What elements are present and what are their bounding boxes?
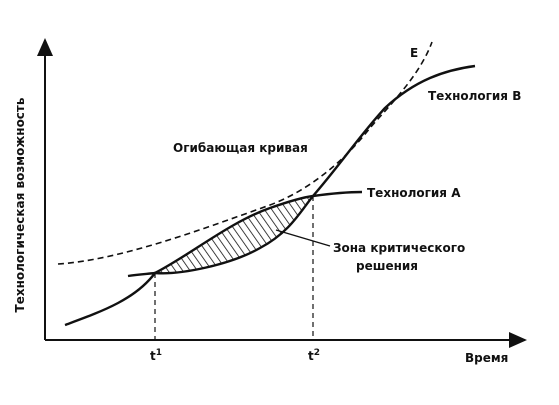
critical-zone — [155, 196, 313, 274]
tech-b-curve — [64, 64, 476, 327]
tech-b-label: Технология В — [428, 89, 521, 103]
tech-a-curve — [127, 190, 363, 278]
zone-label-line1: Зона критического — [333, 241, 465, 255]
moment-label: t2 — [308, 348, 320, 363]
y-axis-label: Технологическая возможность — [13, 97, 27, 312]
x-axis-label: Время — [465, 351, 508, 365]
envelope-end-label: E — [410, 46, 418, 60]
envelope-label: Огибающая кривая — [173, 141, 308, 155]
zone-label-line2: решения — [356, 259, 418, 273]
moment-label: t1 — [150, 348, 162, 363]
zone-leader — [275, 229, 331, 247]
tech-a-label: Технология А — [367, 186, 461, 200]
